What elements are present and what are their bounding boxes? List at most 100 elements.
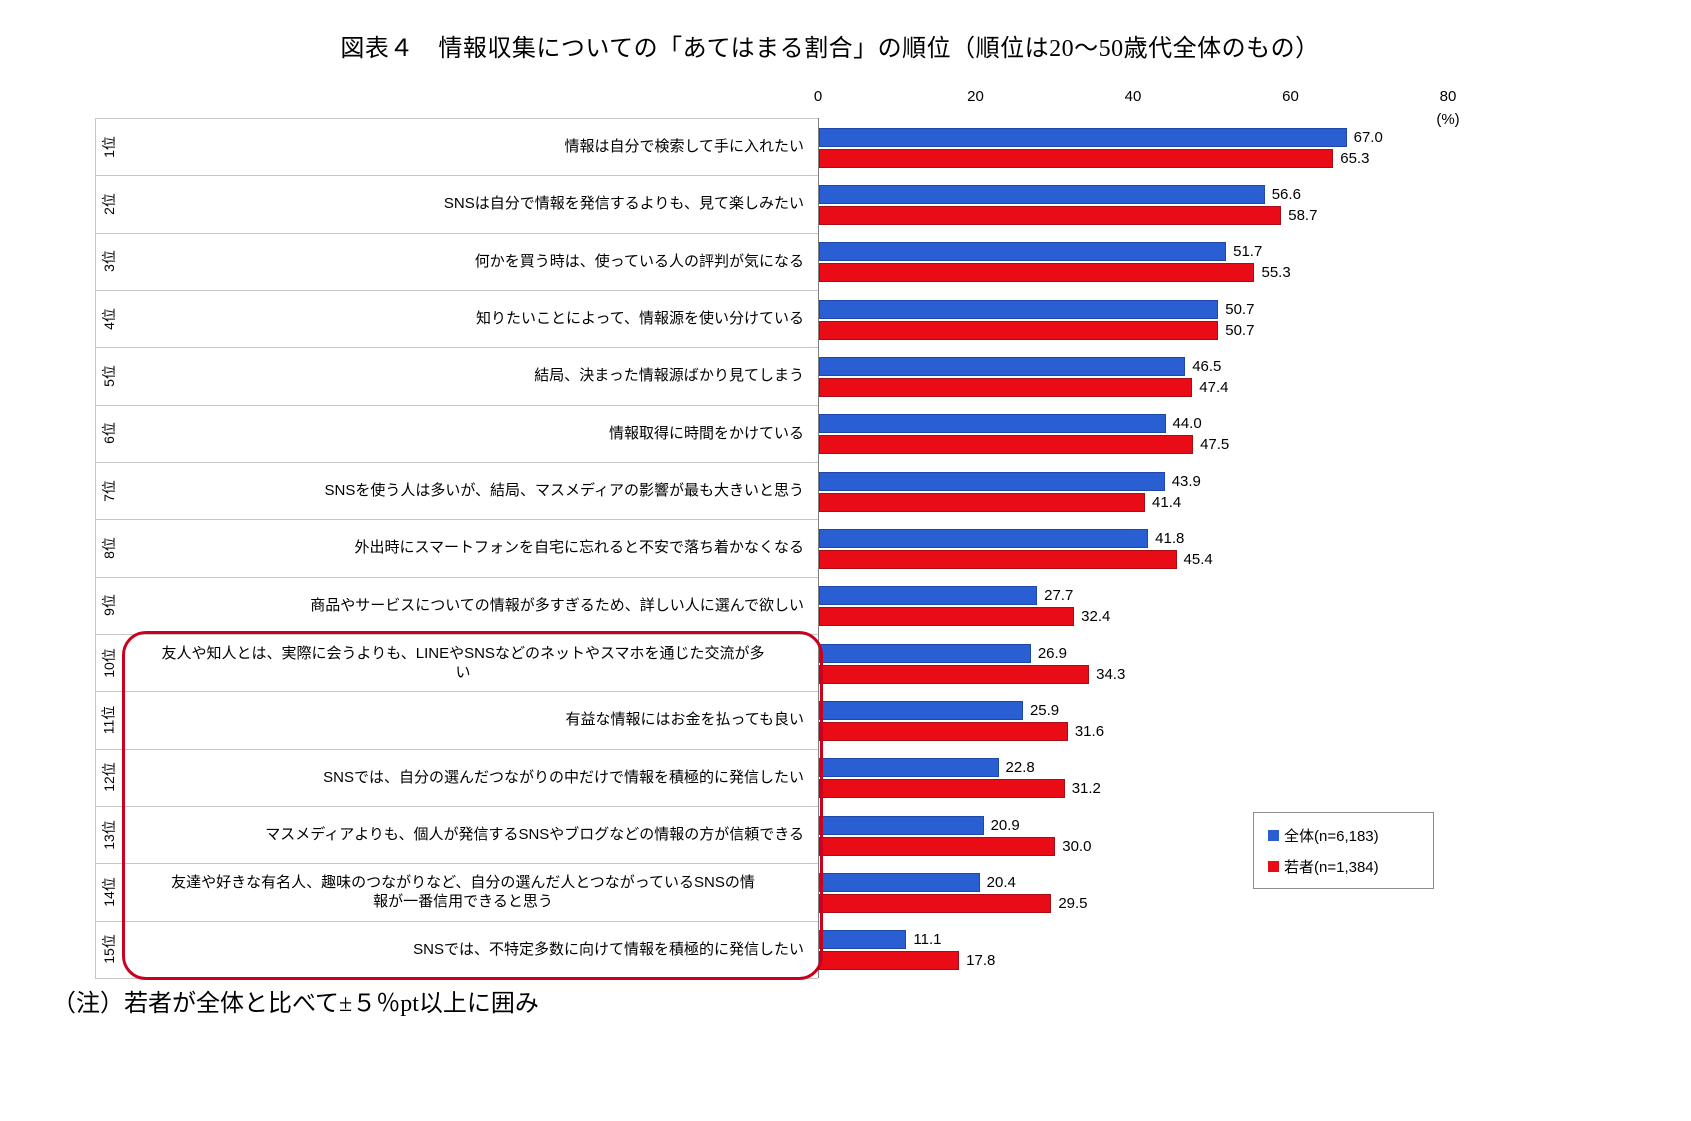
chart-row: 14位 友達や好きな有名人、趣味のつながりなど、自分の選んだ人とつながっているSN… bbox=[0, 863, 1691, 920]
value-label-youth: 58.7 bbox=[1288, 206, 1318, 224]
zero-axis-line bbox=[818, 118, 819, 978]
value-label-overall: 20.4 bbox=[986, 873, 1016, 891]
x-axis-tick-label: 80 bbox=[1439, 88, 1457, 105]
rank-cell: 5位 bbox=[95, 347, 122, 404]
value-label-overall: 26.9 bbox=[1037, 644, 1068, 662]
rank-label: 14位 bbox=[100, 877, 117, 907]
rank-label: 13位 bbox=[100, 819, 117, 850]
category-label: 情報は自分で検索して手に入れたい bbox=[564, 138, 804, 156]
bar-youth bbox=[819, 779, 1065, 799]
rank-cell: 6位 bbox=[95, 405, 122, 462]
chart-row: 7位 SNSを使う人は多いが、結局、マスメディアの影響が最も大きいと思う 43.9 4… bbox=[0, 462, 1691, 519]
bar-youth bbox=[819, 836, 1056, 856]
bar-youth bbox=[819, 377, 1193, 397]
chart-row: 15位 SNSでは、不特定多数に向けて情報を積極的に発信したい 11.1 17.8 bbox=[0, 921, 1691, 978]
rank-cell: 4位 bbox=[95, 290, 122, 347]
bar-overall bbox=[819, 758, 999, 778]
category-label: SNSでは、自分の選んだつながりの中だけで情報を積極的に発信したい bbox=[323, 768, 804, 786]
value-label-overall: 20.9 bbox=[990, 816, 1020, 834]
category-label: SNSは自分で情報を発信するよりも、見て楽しみたい bbox=[443, 195, 804, 213]
value-label-overall: 27.7 bbox=[1044, 587, 1074, 605]
row-separator-line bbox=[95, 118, 818, 119]
category-label: 知りたいことによって、情報源を使い分けている bbox=[475, 310, 804, 328]
rank-cell: 10位 bbox=[95, 634, 122, 691]
value-label-youth: 55.3 bbox=[1261, 264, 1291, 282]
chart-row: 2位 SNSは自分で情報を発信するよりも、見て楽しみたい 56.6 58.7 bbox=[0, 175, 1691, 232]
rank-label: 2位 bbox=[100, 193, 117, 215]
chart-row: 13位 マスメディアよりも、個人が発信するSNSやブログなどの情報の方が信頼できる… bbox=[0, 806, 1691, 863]
rank-cell: 12位 bbox=[95, 749, 122, 806]
bar-youth bbox=[819, 435, 1194, 455]
rank-label: 4位 bbox=[100, 307, 117, 330]
bar-youth bbox=[819, 664, 1090, 684]
rank-label: 10位 bbox=[100, 647, 117, 678]
row-separator-line bbox=[95, 347, 818, 349]
chart-row: 11位 有益な情報にはお金を払っても良い 25.9 31.6 bbox=[0, 691, 1691, 748]
bar-youth bbox=[819, 549, 1177, 569]
legend-swatch-overall bbox=[1268, 829, 1279, 841]
bar-youth bbox=[819, 148, 1334, 168]
row-separator-line bbox=[95, 691, 818, 693]
bar-overall bbox=[819, 930, 907, 950]
value-label-youth: 65.3 bbox=[1340, 149, 1370, 167]
chart-row: 8位 外出時にスマートフォンを自宅に忘れると不安で落ち着かなくなる 41.8 45.4 bbox=[0, 519, 1691, 576]
value-label-youth: 45.4 bbox=[1183, 550, 1213, 568]
bar-youth bbox=[819, 205, 1282, 225]
value-label-overall: 25.9 bbox=[1029, 701, 1060, 719]
bar-youth bbox=[819, 721, 1068, 741]
row-separator-line bbox=[95, 978, 818, 979]
bar-youth bbox=[819, 320, 1219, 340]
category-label: 情報取得に時間をかけている bbox=[608, 424, 804, 442]
value-label-overall: 41.8 bbox=[1155, 529, 1185, 547]
x-axis-tick-label: 60 bbox=[1282, 88, 1299, 105]
category-label: 商品やサービスについての情報が多すぎるため、詳しい人に選んで欲しい bbox=[310, 596, 804, 614]
rank-cell: 3位 bbox=[95, 233, 122, 290]
rank-cell: 2位 bbox=[95, 175, 122, 232]
bar-youth bbox=[819, 893, 1052, 913]
rank-label: 5位 bbox=[100, 365, 117, 387]
row-separator-line bbox=[95, 806, 818, 807]
row-separator-line bbox=[95, 634, 818, 635]
value-label-youth: 31.2 bbox=[1071, 780, 1101, 798]
value-label-overall: 50.7 bbox=[1225, 300, 1255, 318]
bar-overall bbox=[819, 414, 1166, 434]
rank-cell: 11位 bbox=[95, 691, 122, 748]
legend-label-youth: 若者(n=1,384) bbox=[1284, 858, 1379, 876]
chart-row: 4位 知りたいことによって、情報源を使い分けている 50.7 50.7 bbox=[0, 290, 1691, 347]
legend-item-overall: 全体(n=6,183) bbox=[1268, 825, 1433, 846]
value-label-overall: 46.5 bbox=[1192, 357, 1222, 375]
row-separator-line bbox=[95, 748, 818, 750]
value-label-overall: 44.0 bbox=[1172, 415, 1202, 433]
rank-cell: 13位 bbox=[95, 806, 122, 863]
rank-label: 9位 bbox=[100, 594, 117, 617]
value-label-youth: 17.8 bbox=[966, 952, 996, 970]
category-label: 何かを買う時は、使っている人の評判が気になる bbox=[474, 252, 804, 270]
rank-label: 3位 bbox=[100, 250, 117, 273]
row-separator-line bbox=[95, 576, 818, 578]
axis-unit-label: (%) bbox=[1436, 111, 1460, 128]
chart-row: 12位 SNSでは、自分の選んだつながりの中だけで情報を積極的に発信したい 22.8… bbox=[0, 749, 1691, 806]
value-label-youth: 34.3 bbox=[1096, 665, 1126, 683]
bar-overall bbox=[819, 528, 1149, 548]
value-label-youth: 41.4 bbox=[1152, 493, 1182, 511]
chart-row: 1位 情報は自分で検索して手に入れたい 67.0 65.3 bbox=[0, 118, 1691, 175]
x-axis-tick-label: 40 bbox=[1124, 88, 1142, 105]
bar-youth bbox=[819, 492, 1146, 512]
rank-label: 15位 bbox=[100, 934, 117, 965]
bar-overall bbox=[819, 471, 1165, 491]
rank-label: 12位 bbox=[100, 762, 117, 793]
row-separator-line bbox=[95, 175, 818, 177]
rank-label: 1位 bbox=[100, 135, 117, 158]
legend-swatch-youth bbox=[1268, 860, 1279, 872]
rank-cell: 9位 bbox=[95, 577, 122, 634]
category-label: SNSでは、不特定多数に向けて情報を積極的に発信したい bbox=[413, 940, 804, 958]
chart-row: 5位 結局、決まった情報源ばかり見てしまう 46.5 47.4 bbox=[0, 347, 1691, 404]
chart-row: 6位 情報取得に時間をかけている 44.0 47.5 bbox=[0, 405, 1691, 462]
x-axis-tick-label: 0 bbox=[813, 88, 823, 105]
value-label-overall: 67.0 bbox=[1353, 128, 1383, 146]
bar-overall bbox=[819, 815, 984, 835]
value-label-overall: 51.7 bbox=[1233, 243, 1263, 261]
rank-label: 11位 bbox=[100, 705, 117, 735]
row-separator-line bbox=[95, 462, 818, 463]
